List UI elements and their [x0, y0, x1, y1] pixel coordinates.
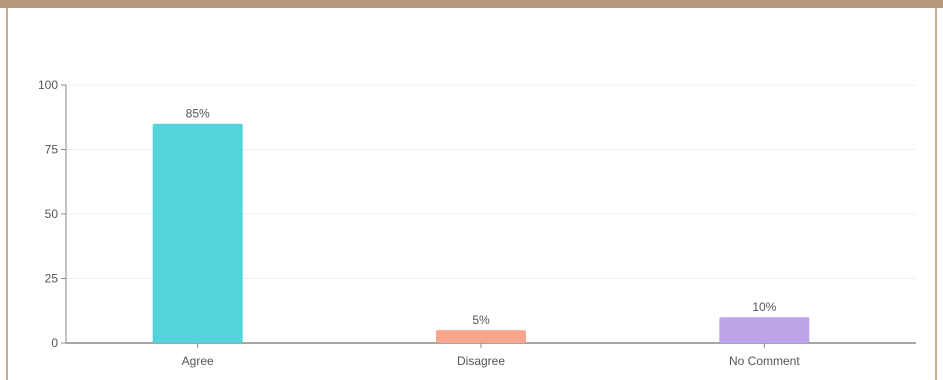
y-tick-label: 0: [51, 336, 58, 350]
category-label: No Comment: [729, 354, 800, 368]
data-label: 5%: [472, 313, 490, 327]
data-label: 10%: [752, 300, 776, 314]
top-border: [0, 0, 943, 8]
bars: [152, 123, 810, 343]
labels: 0 25 50 75 100 85% Agree 5% Disagree 10% No Commen…: [38, 78, 800, 368]
right-border: [935, 8, 937, 380]
y-tick-label: 50: [45, 207, 59, 221]
left-border: [6, 8, 8, 380]
y-tick-label: 100: [38, 78, 58, 92]
data-label: 85%: [186, 107, 210, 121]
category-label: Disagree: [457, 354, 505, 368]
bar-no-comment: [719, 317, 810, 343]
bar-disagree: [436, 330, 526, 343]
category-label: Agree: [182, 354, 214, 368]
y-tick-label: 75: [45, 143, 59, 157]
bar-agree: [152, 123, 243, 343]
y-tick-label: 25: [45, 272, 59, 286]
